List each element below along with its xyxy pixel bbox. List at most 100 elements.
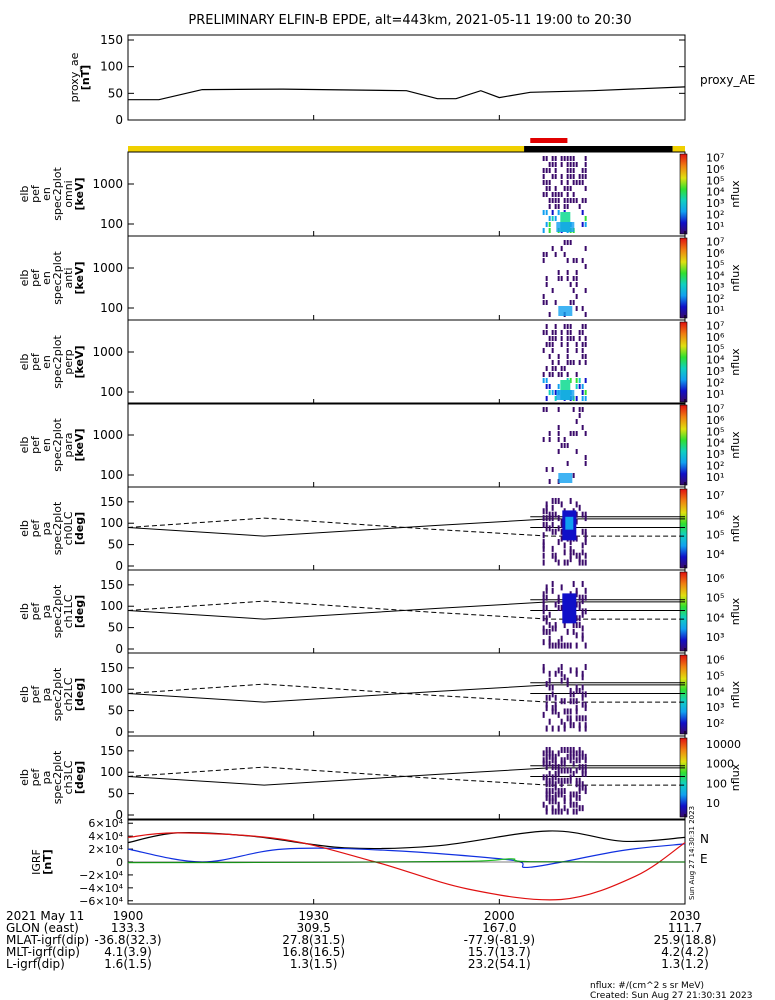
spec-pixel	[557, 431, 560, 436]
spec-pixel	[566, 162, 569, 167]
spec-pixel	[569, 330, 572, 335]
pa-ytick-label: 150	[100, 744, 123, 758]
pa-pixel	[554, 601, 557, 608]
pa-pixel	[572, 628, 575, 635]
ae-frame	[127, 34, 686, 121]
spec-pixel	[548, 216, 551, 221]
pa-pixel	[575, 501, 578, 508]
spec-ylabel-line: [keV]	[73, 177, 86, 210]
pa-pixel	[548, 611, 551, 618]
state-bar-yellow-end	[672, 146, 685, 152]
spec-ylabel-line: perp	[62, 349, 75, 374]
loss-cone-line	[127, 601, 685, 620]
spec-pixel	[551, 342, 554, 347]
spec-pixel	[563, 204, 566, 209]
pa-colorbar-tick: 10000	[706, 738, 741, 751]
pa-pixel	[551, 511, 554, 518]
pa-pixel	[578, 753, 581, 760]
spec-pixel	[566, 180, 569, 185]
pa-pixel	[548, 677, 551, 684]
spec-pixel	[575, 162, 578, 167]
pa-pixel	[545, 681, 548, 688]
pa-pixel	[557, 559, 560, 566]
pa-pixel	[548, 777, 551, 784]
spec-colorbar-tick: 10⁵	[706, 174, 724, 187]
spec-pixel	[545, 384, 548, 389]
spec-pixel	[557, 210, 560, 215]
spec-ylabel-line: [keV]	[73, 261, 86, 294]
spec-pixel	[566, 336, 569, 341]
pa-pixel	[560, 635, 563, 642]
igrf-stamp: Sun Aug 27 14:30:31 2023	[688, 806, 696, 900]
pa-pixel	[566, 677, 569, 684]
pa-pixel	[557, 525, 560, 532]
spec-pixel	[557, 449, 560, 454]
pa-ylabel-line: [deg]	[73, 512, 86, 545]
spec-pixel	[584, 312, 587, 317]
spec-colorbar-label-text: nflux	[729, 431, 742, 459]
pa-pixel	[548, 750, 551, 757]
spec-pixel	[548, 198, 551, 203]
pa-pixel	[563, 794, 566, 801]
pa-pixel	[551, 805, 554, 812]
pa-ylabel-line: spec2plot	[51, 750, 64, 804]
spec-pixel	[563, 240, 566, 245]
pa-pixel	[563, 805, 566, 812]
pa-pixel	[578, 559, 581, 566]
igrf-ylabel: IGRF[nT]	[30, 849, 54, 875]
spec-pixel	[575, 449, 578, 454]
pa-pixel	[569, 497, 572, 504]
pa-pixel	[557, 639, 560, 646]
spec-pixel	[554, 204, 557, 209]
spec-pixel	[548, 384, 551, 389]
spec-pixel	[545, 282, 548, 287]
ephemeris-footer: 2021 May 11 1900 1930 2000 2030 GLON (east) 13…	[6, 909, 752, 1000]
pa-ytick-label: 0	[115, 642, 123, 656]
pa-pixel	[560, 777, 563, 784]
pa-pixel	[581, 770, 584, 777]
pa-pixel	[581, 594, 584, 601]
spec-ylabel-line: anti	[62, 267, 75, 288]
pa-pixel	[575, 591, 578, 598]
spec-ylabel-line: elb	[18, 270, 31, 287]
pa-pixel	[584, 515, 587, 522]
spec-pixel	[560, 174, 563, 179]
pa-frame	[127, 652, 686, 737]
pa-pixel	[551, 705, 554, 712]
spec-pixel	[584, 216, 587, 221]
pa-pixel	[566, 753, 569, 760]
spec-pixel	[566, 324, 569, 329]
pa-pixel	[548, 753, 551, 760]
spec-pixel	[578, 407, 581, 412]
spec-ylabel-line: spec2plot	[51, 167, 64, 221]
pa-pixel	[545, 594, 548, 601]
footer-row-value: -77.9(-81.9)	[464, 933, 535, 947]
spec-pixel	[557, 360, 560, 365]
spec-pixel	[566, 156, 569, 161]
pa-pixel	[557, 770, 560, 777]
pa-pixel	[566, 777, 569, 784]
spec-pixel	[584, 162, 587, 167]
spec-pixel	[566, 198, 569, 203]
pa-pixel	[563, 767, 566, 774]
spec-pixel	[566, 360, 569, 365]
pa-pixel	[575, 794, 578, 801]
pa-pixel	[554, 642, 557, 649]
pa-pixel	[584, 535, 587, 542]
spec-pixel	[551, 156, 554, 161]
pa-ylabel-line: spec2plot	[51, 501, 64, 555]
spec-pixel	[554, 156, 557, 161]
pa-pixel	[554, 701, 557, 708]
pa-pixel	[578, 757, 581, 764]
pa-pixel	[557, 497, 560, 504]
spec-pixel	[548, 342, 551, 347]
pa-pixel	[569, 539, 572, 546]
spec-colorbar-tick: 10²	[706, 293, 724, 306]
pa-colorbar-tick: 10⁶	[706, 572, 725, 585]
spec-pixel	[584, 461, 587, 466]
spec-pixel	[542, 348, 545, 353]
spec-pixel	[548, 168, 551, 173]
footer-row-label: GLON (east)	[6, 921, 79, 935]
spec-pixel	[563, 198, 566, 203]
